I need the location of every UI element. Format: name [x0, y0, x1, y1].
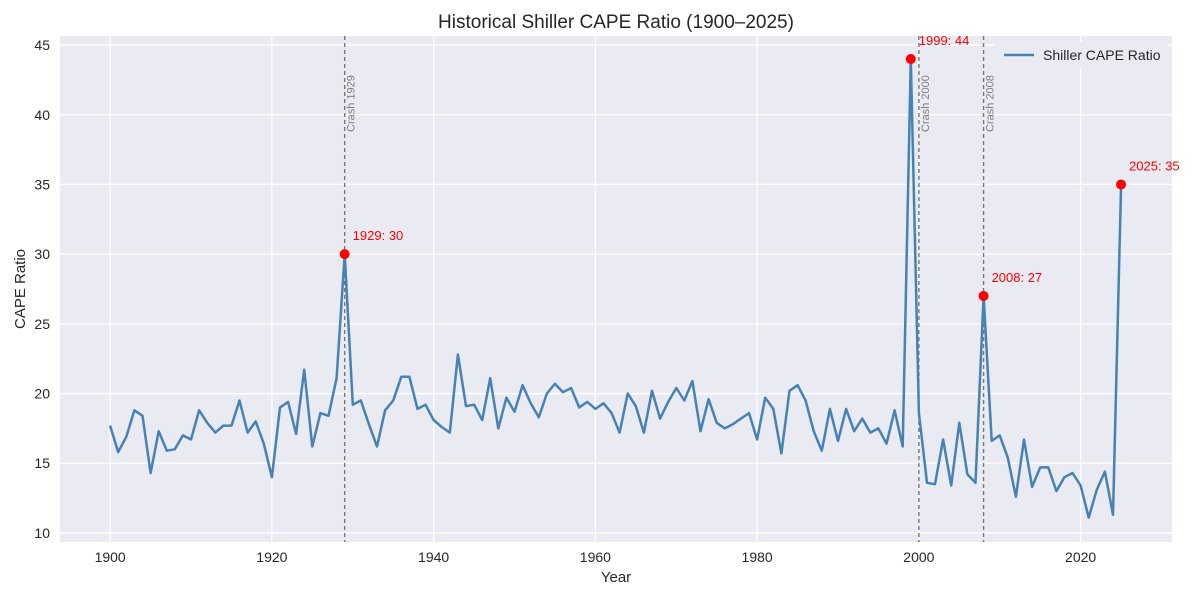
- crash-label: Crash 1929: [346, 75, 358, 132]
- series-line-cape: [108, 57, 1123, 519]
- highlight-point: [905, 54, 916, 64]
- x-tick-label: 1980: [742, 549, 773, 565]
- y-tick-label: 35: [34, 176, 50, 192]
- highlight-point: [1116, 179, 1127, 190]
- legend-label: Shiller CAPE Ratio: [1043, 47, 1161, 63]
- x-tick-label: 2020: [1065, 549, 1096, 565]
- highlight-label: 1999: 44: [919, 33, 970, 48]
- highlight-label: 1929: 30: [353, 228, 404, 243]
- legend: Shiller CAPE Ratio: [994, 42, 1168, 68]
- x-tick-label: 1940: [418, 549, 449, 565]
- crash-lines: Crash 1929 Crash 2000 Crash 2008: [343, 36, 997, 542]
- plot-area: [60, 36, 1172, 542]
- y-tick-label: 40: [34, 107, 50, 123]
- y-tick-label: 20: [34, 386, 50, 402]
- highlight-point: [978, 290, 989, 301]
- x-axis-label: Year: [601, 569, 631, 586]
- y-axis-label: CAPE Ratio: [12, 249, 29, 329]
- y-tick-label: 30: [34, 246, 50, 262]
- highlight-label: 2008: 27: [992, 270, 1043, 285]
- y-tick-label: 10: [34, 525, 50, 541]
- chart-title: Historical Shiller CAPE Ratio (1900–2025…: [438, 12, 794, 33]
- y-tick-label: 25: [34, 316, 50, 332]
- x-ticks: 1900 1920 1940 1960 1980 2000 2020: [95, 549, 1097, 565]
- x-tick-label: 1920: [256, 549, 287, 565]
- y-ticks: 10 15 20 25 30 35 40 45: [34, 37, 50, 541]
- x-tick-label: 1960: [580, 549, 611, 565]
- x-tick-label: 1900: [95, 549, 126, 565]
- y-tick-label: 45: [34, 37, 50, 53]
- crash-label: Crash 2008: [985, 75, 997, 132]
- highlight-point: [339, 249, 350, 260]
- y-tick-label: 15: [34, 455, 50, 471]
- x-tick-label: 2000: [903, 549, 934, 565]
- highlight-points: 1929: 30 1999: 44 2008: 27 2025: 35: [339, 33, 1180, 301]
- highlight-label: 2025: 35: [1129, 158, 1180, 173]
- crash-label: Crash 2000: [920, 75, 932, 132]
